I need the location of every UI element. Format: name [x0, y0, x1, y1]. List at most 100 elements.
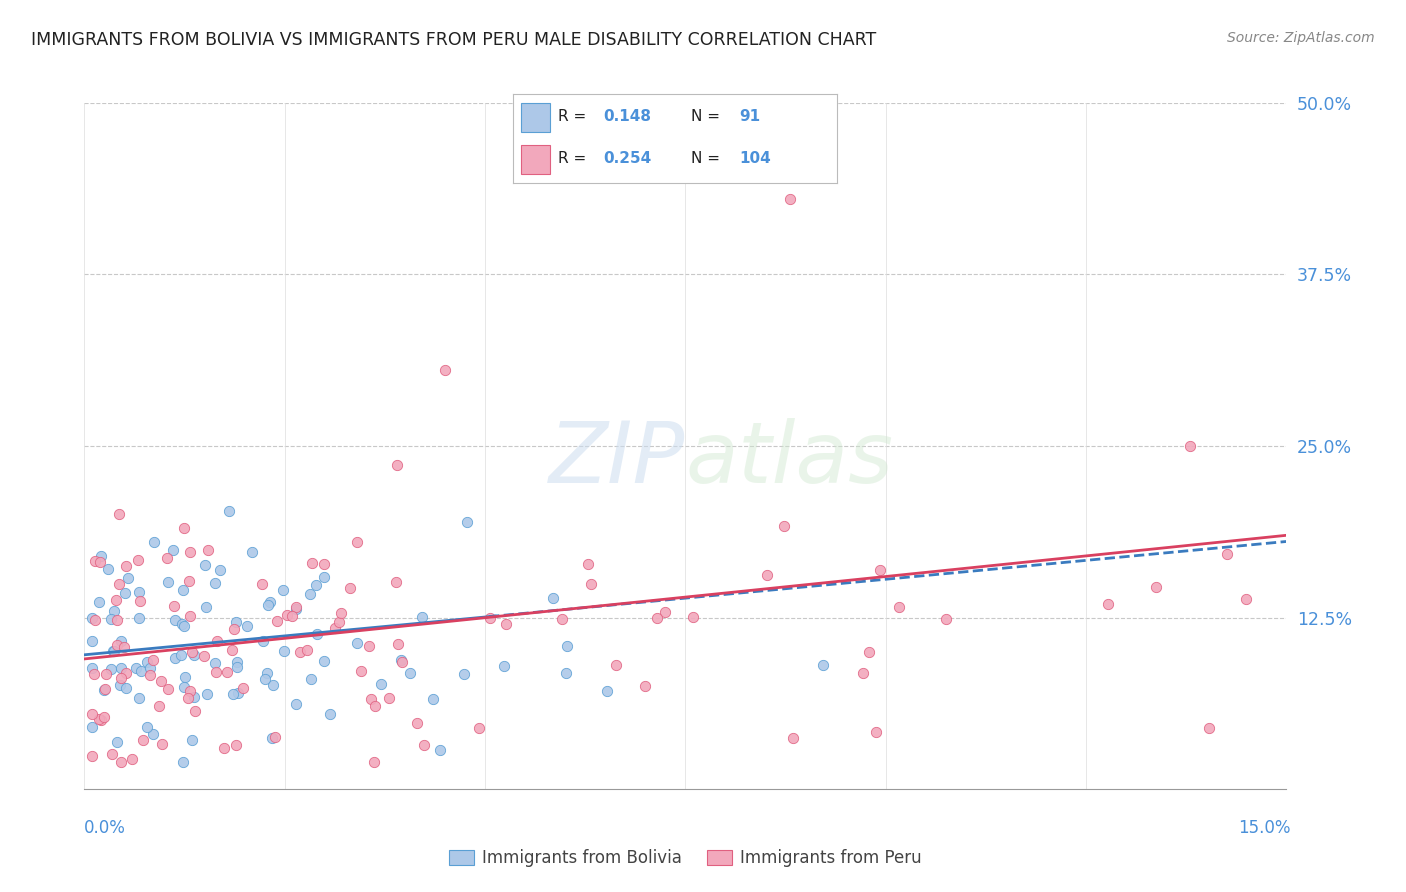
Point	[162, 543, 184, 558]
Point	[193, 649, 215, 664]
Point	[105, 593, 128, 607]
Point	[1216, 547, 1239, 561]
Point	[222, 687, 245, 701]
Point	[207, 633, 229, 648]
Point	[215, 665, 238, 680]
Point	[389, 653, 412, 667]
Point	[645, 610, 668, 624]
Point	[139, 668, 162, 682]
Point	[222, 623, 245, 637]
Point	[181, 733, 204, 747]
Point	[82, 610, 104, 624]
Point	[181, 645, 204, 659]
Point	[170, 648, 193, 663]
Point	[101, 747, 124, 762]
Point	[149, 674, 172, 689]
Point	[100, 612, 122, 626]
Point	[284, 697, 307, 711]
Point	[172, 583, 194, 598]
Point	[174, 670, 197, 684]
Point	[456, 516, 478, 530]
Point	[128, 691, 150, 706]
Text: ZIP: ZIP	[550, 418, 686, 501]
Point	[226, 660, 249, 674]
Point	[179, 684, 201, 698]
Point	[93, 682, 115, 697]
Point	[128, 611, 150, 625]
Point	[204, 656, 226, 670]
Point	[772, 518, 794, 533]
Point	[108, 677, 131, 691]
Point	[1144, 580, 1167, 594]
Point	[756, 567, 779, 582]
Point	[429, 743, 451, 757]
Point	[93, 710, 115, 724]
Point	[115, 681, 138, 695]
Point	[177, 690, 200, 705]
Point	[110, 671, 132, 685]
Point	[165, 613, 187, 627]
Point	[226, 655, 249, 669]
Point	[232, 681, 254, 695]
Point	[110, 634, 132, 648]
Point	[94, 667, 117, 681]
Point	[262, 731, 284, 746]
Point	[100, 662, 122, 676]
Point	[295, 643, 318, 657]
Point	[301, 556, 323, 570]
Point	[434, 363, 457, 377]
Point	[811, 657, 834, 672]
Text: 91: 91	[740, 110, 761, 124]
Point	[422, 692, 444, 706]
Point	[142, 653, 165, 667]
Point	[112, 640, 135, 654]
Point	[127, 553, 149, 567]
Point	[284, 602, 307, 616]
Point	[225, 738, 247, 752]
Text: atlas: atlas	[686, 418, 893, 501]
Point	[105, 638, 128, 652]
Point	[346, 535, 368, 549]
Point	[139, 661, 162, 675]
Point	[129, 594, 152, 608]
Point	[319, 706, 342, 721]
Point	[105, 613, 128, 627]
Point	[412, 738, 434, 752]
Point	[228, 685, 250, 699]
Point	[305, 578, 328, 592]
Point	[156, 575, 179, 590]
Point	[387, 458, 409, 472]
Point	[173, 521, 195, 535]
Point	[364, 698, 387, 713]
Point	[865, 725, 887, 739]
Point	[555, 639, 578, 653]
Point	[782, 731, 804, 745]
Point	[1198, 721, 1220, 735]
Point	[360, 692, 382, 706]
Text: 0.148: 0.148	[603, 110, 652, 124]
Point	[183, 690, 205, 704]
Point	[143, 535, 166, 549]
Point	[107, 508, 129, 522]
Text: 0.0%: 0.0%	[84, 819, 127, 837]
Point	[357, 639, 380, 653]
Point	[595, 683, 617, 698]
Point	[492, 658, 515, 673]
Point	[179, 545, 201, 559]
Point	[205, 665, 228, 679]
Point	[1180, 439, 1202, 453]
Point	[555, 666, 578, 681]
Point	[142, 727, 165, 741]
Point	[82, 633, 104, 648]
Point	[935, 612, 957, 626]
Point	[312, 570, 335, 584]
Text: 104: 104	[740, 152, 772, 166]
Point	[273, 644, 295, 658]
Point	[221, 643, 243, 657]
Point	[128, 584, 150, 599]
Point	[266, 614, 288, 628]
Point	[468, 721, 491, 735]
FancyBboxPatch shape	[522, 103, 550, 132]
Point	[114, 586, 136, 600]
Point	[378, 691, 401, 706]
